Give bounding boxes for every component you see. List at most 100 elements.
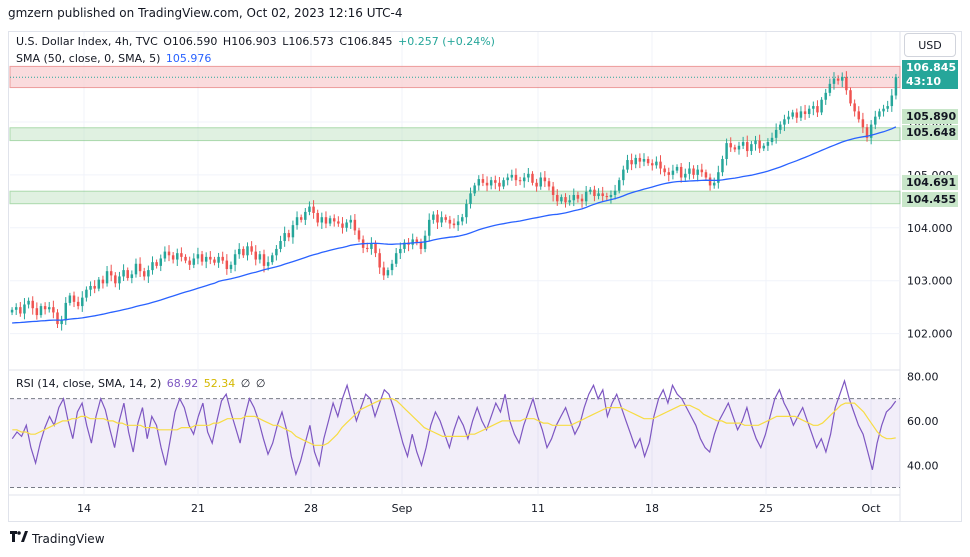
candle-body <box>23 304 26 314</box>
candle-body <box>605 196 609 198</box>
candle-body <box>576 194 580 199</box>
candle-body <box>275 248 278 256</box>
candle-body <box>304 211 307 220</box>
candle-body <box>76 301 80 307</box>
candle-body <box>465 203 468 218</box>
candle-body <box>543 177 547 182</box>
candle-body <box>176 253 179 260</box>
candle-body <box>721 158 724 173</box>
candle-body <box>163 251 167 259</box>
candle-body <box>370 243 373 249</box>
candle-body <box>242 248 245 256</box>
candle-body <box>134 263 138 275</box>
zone-high-top-tag: 105.890 <box>902 109 958 124</box>
candle-body <box>72 295 76 302</box>
candle-body <box>725 143 728 159</box>
time-tick-label: Oct <box>861 502 881 515</box>
candle-body <box>432 214 435 220</box>
candle-body <box>262 254 266 266</box>
candle-body <box>787 116 790 120</box>
candle-body <box>704 172 708 178</box>
candle-body <box>291 225 295 238</box>
candle-body <box>535 182 538 187</box>
candle-body <box>357 230 361 240</box>
candle-body <box>651 163 654 166</box>
candle-body <box>783 119 786 125</box>
candle-body <box>659 161 662 169</box>
candle-body <box>527 173 530 178</box>
candle-body <box>836 78 840 81</box>
candle-body <box>556 194 559 202</box>
candle-body <box>853 103 856 112</box>
candle-body <box>832 78 836 84</box>
time-tick-label: 14 <box>77 502 91 515</box>
candle-body <box>97 279 101 289</box>
candle-body <box>279 241 282 249</box>
candle-body <box>774 129 778 138</box>
candle-body <box>593 189 596 197</box>
candle-body <box>514 174 518 181</box>
candle-body <box>341 223 344 228</box>
candle-body <box>671 170 675 175</box>
candle-body <box>622 169 625 181</box>
candle-body <box>882 108 885 112</box>
candle-body <box>444 217 447 220</box>
rsi-tick-label: 80.00 <box>907 370 939 383</box>
price-legend: U.S. Dollar Index, 4h, TVC O106.590 H106… <box>16 35 497 48</box>
candle-body <box>266 262 270 266</box>
candle-body <box>188 260 191 265</box>
candle-body <box>729 143 732 148</box>
candle-body <box>47 307 51 310</box>
candle-body <box>473 185 476 194</box>
candle-body <box>712 182 716 186</box>
candle-body <box>89 285 92 290</box>
candle-body <box>638 157 642 162</box>
legend-rsi-value: 68.92 <box>166 377 199 390</box>
price-tick-label: 104.000 <box>907 222 953 235</box>
candle-body <box>456 221 460 226</box>
candle-body <box>246 246 249 256</box>
candle-body <box>869 124 873 138</box>
candle-body <box>233 254 237 265</box>
candle-body <box>874 116 877 125</box>
candle-body <box>415 239 419 243</box>
candle-body <box>841 76 844 81</box>
candle-body <box>192 258 196 265</box>
publish-info: gmzern published on TradingView.com, Oct… <box>8 6 403 20</box>
candle-body <box>679 166 683 178</box>
candle-body <box>580 198 584 202</box>
candle-body <box>696 169 699 175</box>
candle-body <box>791 112 794 117</box>
candle-body <box>349 219 352 223</box>
candle-body <box>469 193 472 204</box>
candle-body <box>667 172 671 175</box>
sma50-line <box>12 126 897 324</box>
candle-body <box>254 251 257 260</box>
candle-body <box>560 197 563 202</box>
candle-body <box>737 145 741 150</box>
brand[interactable]: TradingView <box>10 531 105 546</box>
time-tick-label: 21 <box>191 502 205 515</box>
candle-body <box>299 217 303 220</box>
currency-button[interactable]: USD <box>904 33 956 57</box>
legend-close: C106.845 <box>339 35 393 48</box>
candle-body <box>366 247 369 249</box>
legend-rsi-ext2: ∅ <box>255 377 266 390</box>
candle-body <box>688 168 691 174</box>
candle-body <box>151 262 154 271</box>
candle-body <box>601 193 604 197</box>
candle-body <box>762 145 766 149</box>
candle-body <box>308 206 311 212</box>
candle-body <box>35 308 39 316</box>
candle-body <box>539 177 542 187</box>
candle-body <box>845 76 848 91</box>
candle-body <box>142 271 146 277</box>
candle-body <box>816 106 819 113</box>
candle-body <box>399 248 402 254</box>
tradingview-logo-icon <box>10 531 28 546</box>
sma-legend: SMA (50, close, 0, SMA, 5) 105.976 <box>16 52 213 65</box>
candle-body <box>746 142 749 152</box>
legend-rsi-ext1: ∅ <box>240 377 251 390</box>
candle-body <box>68 295 72 303</box>
